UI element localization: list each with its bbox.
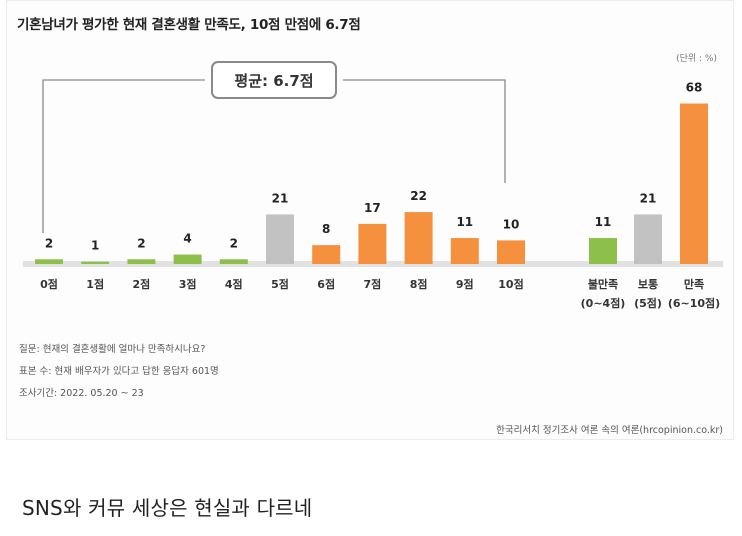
value-label-6: 8: [322, 222, 330, 236]
bar-chart: 2 0점 1 1점 2 2점 4 3점 2 4점 21 5점 8 6점 17 7점 22 8점 11 9점 10 10점 1…: [23, 79, 723, 310]
note-sample: 표본 수: 현재 배우자가 있다고 답한 응답자 601명: [19, 366, 219, 377]
chart-card: 기혼남녀가 평가한 현재 결혼생활 만족도, 10점 만점에 6.7점 (단위 …: [6, 0, 734, 440]
tick-label-4: 4점: [225, 277, 243, 291]
tick-label-2: 2점: [133, 277, 151, 291]
value-label-0: 2: [45, 236, 53, 250]
value-label-4: 2: [230, 236, 238, 250]
value-label-7: 17: [364, 201, 381, 215]
bar-5: [266, 214, 294, 264]
bar-4: [219, 259, 248, 264]
summary-bar-1: [634, 214, 662, 264]
tick-label-5: 5점: [271, 277, 289, 291]
note-period: 조사기간: 2022. 05.20 ~ 23: [19, 388, 144, 399]
tick-label-6: 6점: [317, 277, 335, 291]
bar-2: [127, 259, 156, 264]
summary-tick-sublabel-1: (5점): [634, 296, 662, 310]
summary-value-label-2: 68: [686, 81, 703, 95]
bar-8: [404, 212, 433, 264]
bar-1: [81, 261, 110, 264]
unit-label: (단위 : %): [676, 54, 717, 64]
bar-0: [35, 259, 63, 264]
chart-title: 기혼남녀가 평가한 현재 결혼생활 만족도, 10점 만점에 6.7점: [17, 17, 361, 33]
summary-tick-label-2: 만족: [684, 277, 704, 291]
summary-value-label-0: 11: [595, 215, 612, 229]
tick-label-9: 9점: [456, 277, 474, 291]
survey-notes: 질문: 현재의 결혼생활에 얼마나 만족하시나요? 표본 수: 현재 배우자가 …: [19, 339, 219, 405]
tick-label-8: 8점: [410, 277, 428, 291]
tick-label-0: 0점: [40, 277, 58, 291]
value-label-5: 21: [272, 191, 289, 205]
average-bracket-line: [42, 79, 506, 233]
bar-3: [173, 254, 202, 264]
average-box: 평균: 6.7점: [211, 61, 337, 99]
tick-label-3: 3점: [179, 277, 197, 291]
value-label-2: 2: [137, 236, 145, 250]
tick-label-7: 7점: [364, 277, 382, 291]
tick-label-1: 1점: [86, 277, 104, 291]
bar-7: [358, 223, 387, 264]
source-credit: 한국리서치 정기조사 여론 속의 여론(hrcopinion.co.kr): [496, 425, 723, 436]
summary-bar-0: [589, 238, 617, 264]
summary-tick-sublabel-2: (6~10점): [668, 296, 720, 310]
summary-tick-label-0: 불만족: [588, 277, 618, 291]
value-label-1: 1: [91, 239, 99, 253]
summary-bar-2: [680, 103, 708, 265]
bar-10: [497, 240, 525, 264]
value-label-10: 10: [503, 217, 520, 231]
post-caption: SNS와 커뮤 세상은 현실과 다르네: [22, 496, 313, 520]
note-question: 질문: 현재의 결혼생활에 얼마나 만족하시나요?: [19, 344, 206, 355]
summary-tick-sublabel-0: (0~4점): [581, 296, 626, 310]
value-label-8: 22: [410, 189, 427, 203]
value-label-3: 4: [183, 232, 191, 246]
bar-9: [450, 238, 479, 264]
bar-6: [312, 245, 341, 264]
tick-label-10: 10점: [498, 277, 523, 291]
summary-value-label-1: 21: [640, 191, 657, 205]
summary-tick-label-1: 보통: [638, 278, 658, 291]
value-label-9: 11: [456, 215, 473, 229]
